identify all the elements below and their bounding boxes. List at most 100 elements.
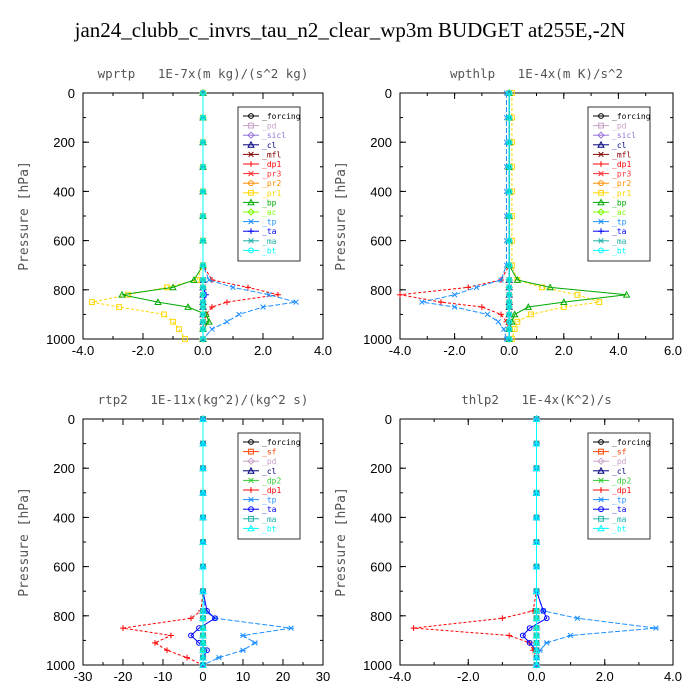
x-tick-label: 2.0 — [254, 343, 272, 358]
data-point-bt — [532, 538, 541, 545]
data-point-tp — [500, 326, 507, 332]
data-point-dp1 — [224, 299, 230, 305]
data-point-dp1 — [188, 615, 194, 622]
x-tick-label: 4.0 — [664, 669, 682, 684]
data-point-bt — [199, 538, 207, 545]
legend-label-forcing: _forcing — [612, 438, 651, 447]
data-point-bt — [199, 562, 207, 570]
data-point-dp1 — [479, 304, 485, 310]
legend-label-sicl: _sicl — [612, 131, 636, 140]
data-point-bt — [199, 614, 207, 622]
legend-marker-bp — [247, 198, 255, 206]
data-point-bt — [506, 304, 513, 310]
data-point-tp — [495, 319, 502, 325]
x-tick-label: 0 — [199, 669, 206, 684]
data-point-bt — [506, 291, 513, 298]
data-point-tp — [451, 304, 458, 310]
data-point-tp — [498, 277, 504, 283]
panel-title-wprtp: wprtp 1E-7x(m kg)/(s^2 kg) — [97, 66, 309, 81]
y-tick-label: 1000 — [363, 658, 392, 673]
y-tick-label: 800 — [53, 283, 75, 298]
data-point-tp — [653, 625, 659, 631]
legend-marker-cl — [247, 140, 255, 148]
y-tick-label: 800 — [53, 609, 75, 624]
legend-marker-mfl — [598, 151, 604, 158]
legend-marker-ac — [597, 208, 605, 216]
data-point-tp — [266, 291, 272, 298]
legend-label-ma: _ma — [262, 237, 277, 246]
y-tick-label: 400 — [370, 510, 392, 525]
legend-marker-pr3 — [248, 170, 254, 177]
x-tick-label: 30 — [316, 669, 330, 684]
data-point-pr1 — [596, 299, 603, 306]
legend-marker-pd — [247, 457, 255, 465]
data-point-dp1 — [498, 311, 504, 318]
y-tick-label: 200 — [370, 461, 392, 476]
x-tick-label: 6.0 — [664, 343, 682, 358]
legend-label-forcing: _forcing — [612, 112, 651, 121]
legend-marker-ma — [598, 238, 604, 244]
legend: _forcing_pd_sicl_cl_mfl_dp1_pr3_pr2_pr1_… — [587, 106, 651, 262]
data-point-ta — [543, 615, 550, 622]
legend-label-tp: _tp — [262, 218, 277, 227]
series-markers-dp1 — [120, 416, 206, 668]
series-line-dp1 — [122, 419, 204, 666]
legend-marker-ta — [598, 228, 604, 235]
data-point-bt — [199, 624, 207, 631]
legend-label-cl: _cl — [262, 467, 277, 476]
x-tick-label: -20 — [114, 669, 133, 684]
legend-label-pr3: _pr3 — [262, 170, 281, 179]
data-point-dp1 — [152, 639, 158, 646]
data-point-bt — [532, 439, 541, 447]
x-tick-label: -4.0 — [389, 343, 411, 358]
y-axis-label: Pressure [hPa] — [334, 161, 349, 271]
data-point-bt — [506, 90, 513, 96]
legend-label-pr2: _pr2 — [262, 179, 281, 188]
legend-marker-bt — [598, 247, 604, 254]
legend-label-pd: _pd — [262, 122, 277, 131]
legend-marker-ma — [248, 238, 254, 244]
legend-marker-mfl — [248, 151, 254, 158]
x-tick-label: -30 — [74, 669, 93, 684]
legend-label-mfl: _mfl — [612, 150, 631, 159]
panel-title-wpthlp: wpthlp 1E-4x(m K)/s^2 — [449, 66, 624, 81]
data-point-bt — [199, 587, 207, 595]
legend-label-pr1: _pr1 — [612, 189, 631, 198]
data-point-tp — [230, 284, 236, 291]
series-line-tp — [202, 419, 292, 666]
legend-label-ta: _ta — [612, 505, 627, 514]
series-line-tp — [421, 93, 507, 340]
legend-label-bt: _bt — [612, 524, 627, 533]
data-point-bt — [506, 277, 513, 283]
legend-marker-dp1 — [248, 161, 254, 167]
data-point-ta — [188, 632, 194, 639]
legend-label-dp1: _dp1 — [262, 486, 281, 495]
legend-label-bt: _bt — [262, 246, 277, 255]
series-markers-bt — [200, 90, 206, 342]
y-tick-label: 0 — [385, 86, 392, 101]
legend-marker-pd — [597, 457, 605, 465]
data-point-pr1 — [89, 299, 95, 306]
data-point-tp — [260, 304, 266, 310]
y-tick-label: 200 — [53, 461, 75, 476]
x-tick-label: 4.0 — [314, 343, 332, 358]
data-point-ta — [540, 607, 547, 614]
legend-label-cl: _cl — [612, 141, 627, 150]
data-point-dp1 — [465, 284, 472, 291]
data-point-bt — [532, 653, 541, 661]
panel-2: -30 -20 -10 0 10 20 30 0 200 400 600 800 1000 Pressur… — [17, 412, 330, 684]
data-point-tp — [236, 311, 242, 318]
data-point-bt — [532, 661, 541, 668]
data-point-bp — [622, 290, 631, 298]
y-tick-label: 800 — [370, 283, 392, 298]
legend-label-bp: _bp — [612, 198, 627, 207]
data-point-bt — [199, 606, 207, 614]
data-point-bt — [532, 415, 541, 422]
legend-marker-bp — [597, 198, 605, 206]
legend-label-bt: _bt — [612, 246, 627, 255]
legend-label-cl: _cl — [612, 467, 627, 476]
legend-marker-bt — [248, 247, 254, 254]
data-point-bt — [532, 631, 541, 639]
legend-label-pr1: _pr1 — [262, 189, 281, 198]
